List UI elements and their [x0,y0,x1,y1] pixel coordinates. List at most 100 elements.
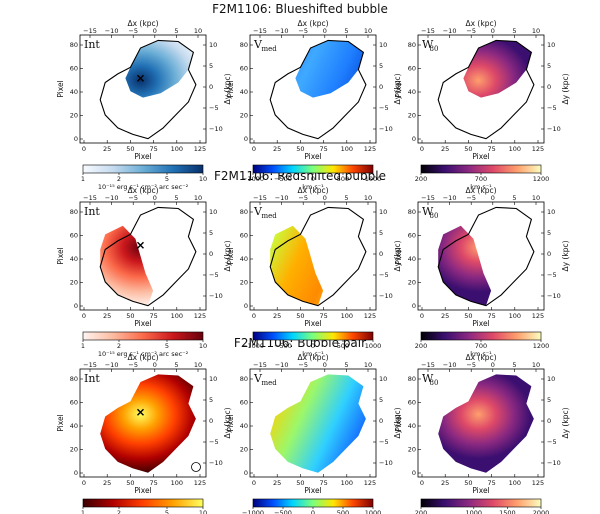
right-tick-label: −5 [209,104,219,112]
quantity-label: V [253,372,263,385]
top-tick-label: 5 [344,27,348,35]
right-axis-label: Δy (kpc) [223,73,232,104]
top-tick-label: −15 [421,27,435,35]
left-tick-label: 80 [70,208,78,216]
contour-outline [437,39,535,140]
left-tick-label: 60 [70,65,78,73]
colorbar-tick-label: 2 [117,175,121,183]
right-axis-label: Δy (kpc) [393,407,402,438]
right-tick-label: −5 [209,438,219,446]
left-tick-label: 60 [240,232,248,240]
top-tick-label: 5 [174,361,178,369]
bottom-tick-label: 125 [532,145,544,153]
colorbar-unit-label: 10⁻¹⁵ erg s⁻¹ cm⁻² arc sec⁻² [98,183,189,191]
top-axis-label: Δx (kpc) [465,186,496,195]
right-tick-label: −5 [379,438,389,446]
left-tick-label: 0 [74,469,78,477]
quantity-label: W [422,38,434,51]
colorbar-tick-label: 1 [81,342,85,350]
top-tick-label: 0 [153,194,157,202]
right-tick-label: 10 [209,208,217,216]
right-tick-label: 5 [209,396,213,404]
left-tick-label: 40 [240,422,248,430]
bottom-tick-label: 125 [532,312,544,320]
right-tick-label: 0 [209,250,213,258]
bottom-axis-label: Pixel [134,152,151,161]
right-tick-label: 10 [379,41,387,49]
colorbar-tick-label: −500 [274,509,292,514]
top-tick-label: 0 [153,361,157,369]
left-axis-label: Pixel [56,247,65,264]
top-tick-label: 5 [174,194,178,202]
colorbar-tick-label: 10 [199,342,207,350]
bottom-tick-label: 75 [319,479,327,487]
bottom-axis-label: Pixel [304,486,321,495]
left-axis-label: Pixel [394,247,403,264]
top-tick-label: −15 [253,194,267,202]
right-tick-label: 5 [547,229,551,237]
colorbar-tick-label: 1 [81,175,85,183]
quantity-subscript: 80 [430,45,439,53]
colorbar-tick-label: 2 [117,509,121,514]
left-tick-label: 0 [244,135,248,143]
right-tick-label: 5 [547,396,551,404]
bottom-axis-label: Pixel [134,486,151,495]
top-tick-label: −15 [83,194,97,202]
right-axis-label: Δy (kpc) [393,240,402,271]
left-tick-label: 0 [412,302,416,310]
top-tick-label: 0 [491,194,495,202]
left-axis-label: Pixel [226,414,235,431]
left-tick-label: 60 [408,65,416,73]
left-tick-label: 0 [74,135,78,143]
colorbar-tick-label: 0 [311,342,315,350]
left-tick-label: 40 [408,255,416,263]
bottom-tick-label: 50 [296,312,304,320]
bottom-tick-label: 50 [126,479,134,487]
right-tick-label: 0 [379,83,383,91]
left-axis-label: Pixel [56,80,65,97]
right-axis-label: Δy (kpc) [561,407,570,438]
colorbar-tick-label: 500 [337,342,349,350]
left-axis-label: Pixel [56,414,65,431]
contour-outline [269,206,367,307]
top-tick-label: 10 [364,194,372,202]
panel-pair-w80: W 80 0 25 50 75 100 125 Pixel −15 −10 −5 0 5 10 Δx (kpc… [363,353,583,514]
right-tick-label: 10 [379,208,387,216]
colorbar-tick-label: 5 [165,342,169,350]
right-axis-label: Δy (kpc) [393,73,402,104]
colorbar-tick-label: −1000 [242,175,264,183]
left-tick-label: 80 [70,375,78,383]
colorbar-tick-label: 500 [337,175,349,183]
left-tick-label: 20 [240,279,248,287]
top-tick-label: −15 [83,361,97,369]
top-tick-label: 10 [532,27,540,35]
top-tick-label: −5 [466,194,476,202]
row-title-blueshifted: F2M1106: Blueshifted bubble [212,2,388,16]
bottom-tick-label: 50 [296,145,304,153]
panel-red-w80: W 80 0 25 50 75 100 125 Pixel −15 −10 −5 0 5 10 Δx (kpc… [363,186,583,358]
bottom-tick-label: 100 [341,479,353,487]
top-tick-label: −10 [105,194,119,202]
colorbar-tick-label: 200 [415,509,427,514]
left-tick-label: 20 [408,112,416,120]
contour-outline [99,206,197,307]
top-tick-label: −10 [443,194,457,202]
left-tick-label: 20 [240,446,248,454]
top-tick-label: −5 [298,194,308,202]
colorbar-unit-label: km s⁻¹ [302,183,324,191]
top-tick-label: −10 [105,361,119,369]
right-tick-label: −5 [547,438,557,446]
figure: F2M1106: Blueshifted bubble F2M1106: Red… [25,2,583,514]
bottom-tick-label: 75 [149,145,157,153]
right-tick-label: −5 [209,271,219,279]
colorbar-unit-label: km s⁻¹ [470,183,492,191]
left-tick-label: 60 [70,399,78,407]
colorbar [252,331,374,341]
right-tick-label: 0 [379,250,383,258]
panel-blue-int: Int 0 25 50 75 100 125 Pixel −15 −10 −5 0 5 10 Δx (kpc… [25,19,245,191]
bottom-tick-label: 100 [509,479,521,487]
contour-outline [269,39,367,140]
right-tick-label: 10 [547,41,555,49]
